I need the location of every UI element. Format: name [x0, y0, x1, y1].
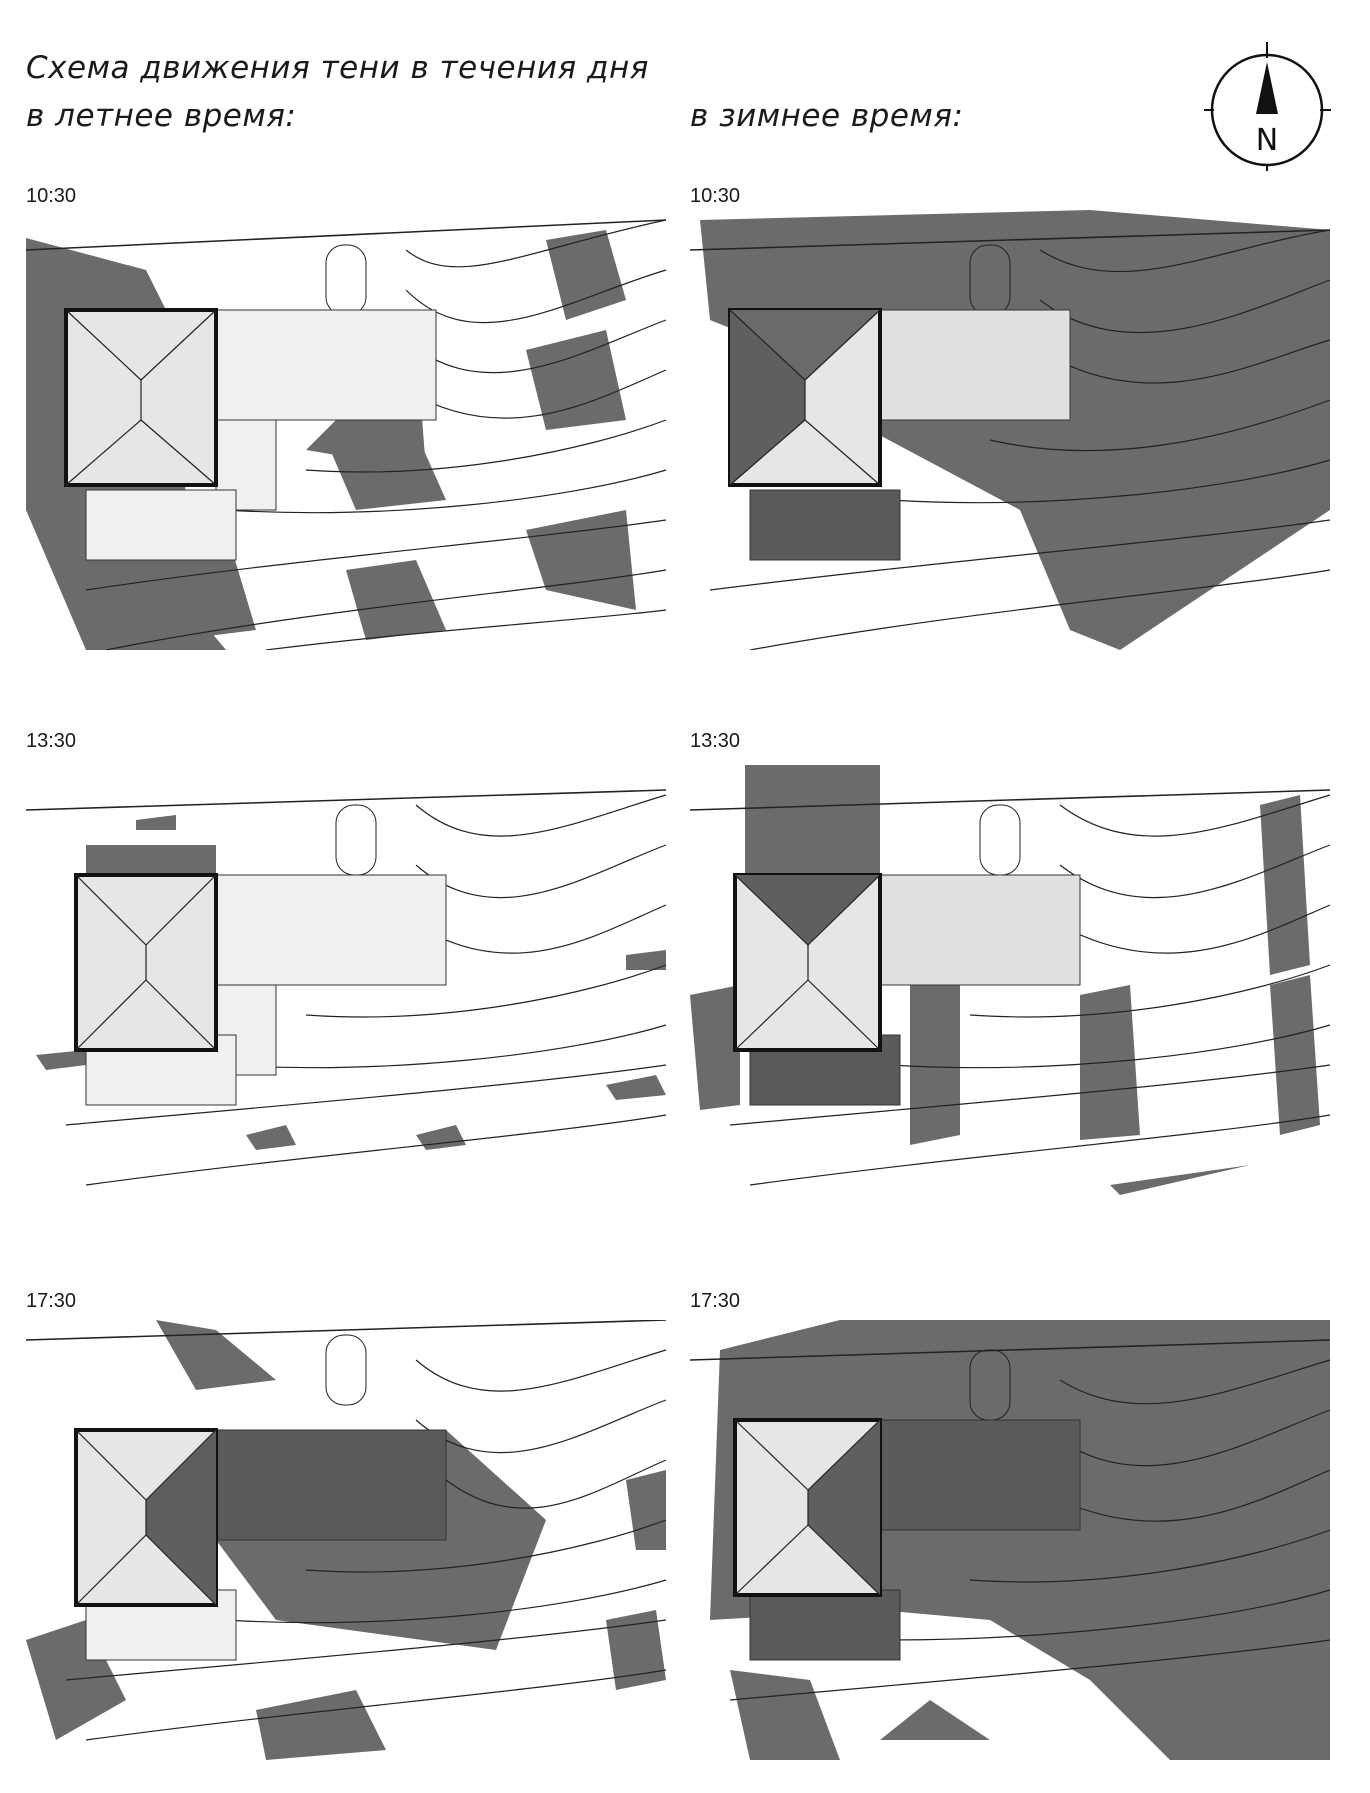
time-label: 13:30 — [26, 730, 77, 752]
site-plan-winter-1030 — [690, 210, 1350, 650]
time-label: 10:30 — [690, 185, 741, 207]
time-label: 10:30 — [26, 185, 77, 207]
site-plan-winter-1730 — [690, 1320, 1350, 1760]
time-label: 13:30 — [690, 730, 741, 752]
summer-label: в летнее время: — [26, 98, 297, 134]
site-plan-winter-1330 — [690, 765, 1350, 1205]
winter-label: в зимнее время: — [690, 98, 964, 134]
time-label: 17:30 — [26, 1290, 77, 1312]
page-title: Схема движения тени в течения дня — [26, 50, 649, 86]
north-label: N — [1256, 123, 1278, 158]
site-plan-summer-1730 — [26, 1320, 686, 1760]
site-plan-summer-1030 — [26, 210, 686, 650]
time-label: 17:30 — [690, 1290, 741, 1312]
north-compass-icon: N — [1200, 38, 1335, 173]
site-plan-summer-1330 — [26, 765, 686, 1205]
